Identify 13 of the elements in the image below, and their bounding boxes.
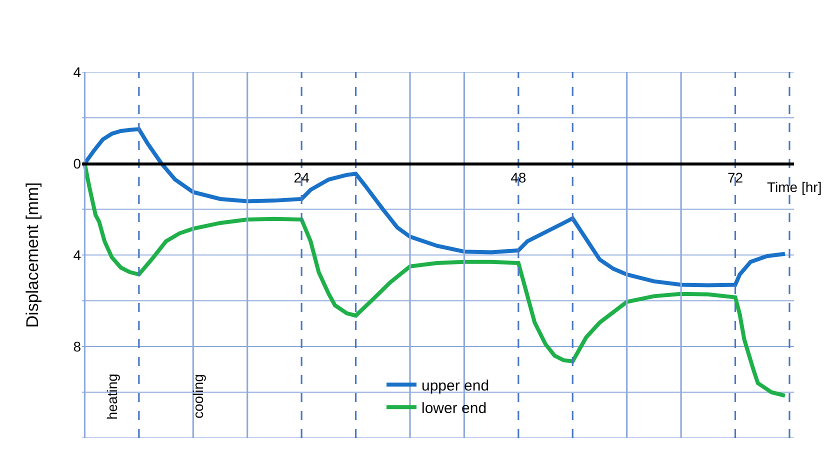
x-axis-title: Time [hr] [767, 179, 822, 195]
x-tick-label: 48 [510, 169, 526, 186]
y-tick-label: 4 [73, 64, 82, 80]
legend-label: upper end [422, 377, 490, 394]
y-tick-label: 0 [73, 155, 82, 172]
legend-label: lower end [422, 400, 487, 417]
y-tick-label: 8 [73, 338, 82, 354]
x-tick-label: 72 [727, 169, 744, 186]
x-tick-label: 24 [294, 169, 310, 186]
annotation: cooling [190, 374, 206, 418]
annotation: heating [104, 374, 120, 420]
y-tick-label: 4 [73, 246, 82, 263]
y-axis-title: Displacement [mm] [22, 182, 42, 328]
